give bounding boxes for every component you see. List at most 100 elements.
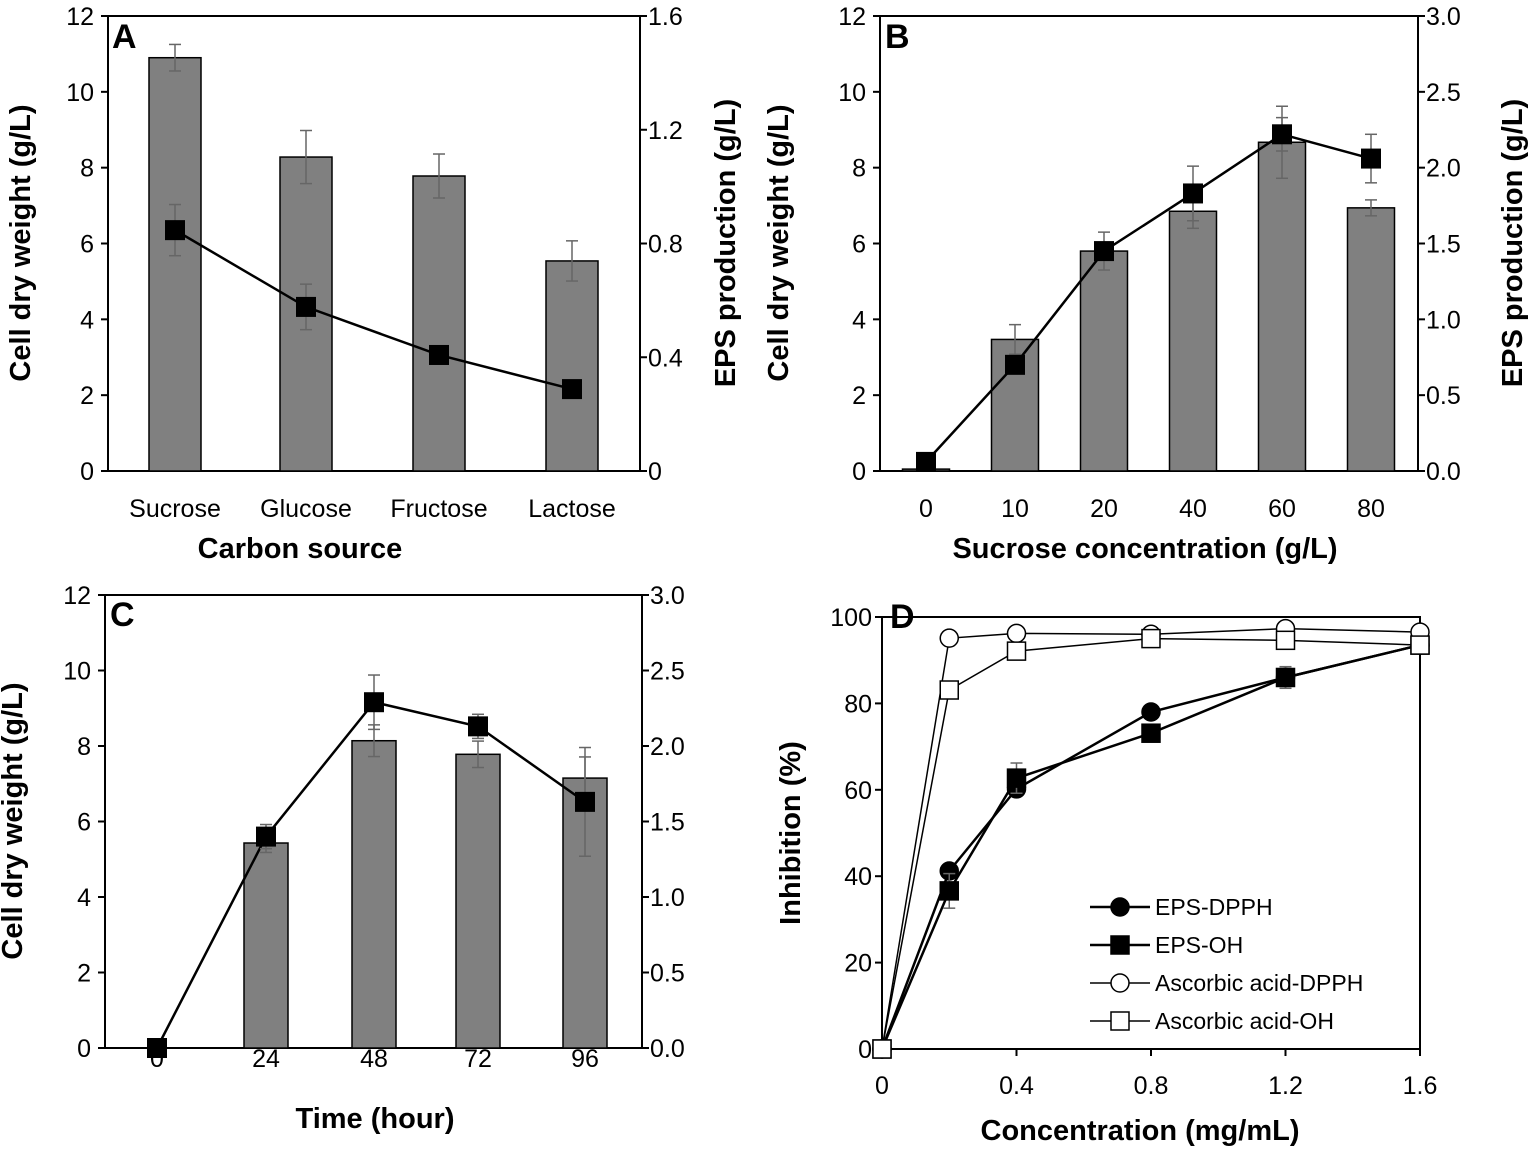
y-axis-label: Cell dry weight (g/L)	[0, 682, 29, 959]
x-tick-label: Glucose	[260, 495, 352, 523]
x-tick-label: Sucrose	[129, 495, 221, 523]
panel-label: D	[890, 598, 915, 636]
x-axis-label: Time (hour)	[296, 1103, 455, 1135]
eps-marker	[296, 296, 316, 317]
series-line	[881, 637, 1421, 1050]
y-tick-label: 4	[852, 306, 866, 334]
data-point	[872, 1039, 892, 1059]
eps-line	[925, 132, 1372, 463]
panel-label: B	[885, 18, 910, 56]
y-axis-label: Cell dry weight (g/L)	[5, 104, 37, 381]
y2-tick-label: 0.8	[648, 231, 683, 259]
x-tick-label: Fructose	[390, 495, 487, 523]
x-tick-label: 48	[360, 1045, 388, 1073]
y-tick-label: 8	[852, 155, 866, 183]
y2-axis-label: EPS production (g/L)	[710, 99, 742, 387]
data-point	[1141, 628, 1161, 649]
x-tick-label: 40	[1179, 495, 1207, 523]
eps-marker	[256, 826, 276, 847]
y2-tick-label: 1.0	[650, 884, 685, 912]
eps-marker	[147, 1038, 167, 1058]
x-tick-label: 0.4	[999, 1072, 1034, 1100]
data-point	[1141, 723, 1161, 743]
plot-frame	[879, 15, 1419, 472]
y-tick-label: 2	[77, 960, 91, 988]
series-line	[880, 643, 1421, 1050]
legend-marker	[1110, 897, 1130, 917]
x-tick-label: 20	[1090, 495, 1118, 523]
y-axis-label: Inhibition (%)	[775, 741, 807, 925]
y-tick-label: 0	[858, 1036, 872, 1064]
legend-marker	[1110, 1011, 1130, 1031]
legend-item: EPS-DPPH	[1090, 894, 1273, 920]
y-tick-label: 0	[852, 458, 866, 486]
y-tick-label: 4	[77, 884, 91, 912]
y2-tick-label: 0.0	[650, 1035, 685, 1063]
legend-item: Ascorbic acid-OH	[1090, 1008, 1334, 1034]
bar	[545, 260, 599, 472]
eps-marker	[429, 344, 449, 365]
eps-marker	[1005, 354, 1025, 375]
y-tick-label: 80	[844, 690, 872, 718]
legend-label: EPS-OH	[1155, 932, 1243, 958]
y2-tick-label: 2.5	[1426, 79, 1461, 107]
y-tick-label: 6	[80, 231, 94, 259]
legend-label: EPS-DPPH	[1155, 894, 1273, 920]
x-tick-label: 80	[1357, 495, 1385, 523]
y2-tick-label: 2.0	[1426, 155, 1461, 183]
y2-tick-label: 0.5	[650, 960, 685, 988]
x-tick-label: 60	[1268, 495, 1296, 523]
x-tick-label: 72	[464, 1045, 492, 1073]
eps-marker	[1183, 183, 1203, 204]
y-tick-label: 8	[77, 733, 91, 761]
y-axis-label: Cell dry weight (g/L)	[763, 104, 795, 381]
legend-item: Ascorbic acid-DPPH	[1090, 970, 1363, 996]
y-tick-label: 0	[80, 458, 94, 486]
data-point	[1275, 630, 1296, 651]
y-tick-label: 6	[77, 809, 91, 837]
y-tick-label: 8	[80, 155, 94, 183]
eps-marker	[364, 692, 384, 713]
x-axis-label: Carbon source	[198, 533, 403, 565]
x-tick-label: 0	[875, 1072, 889, 1100]
data-point	[939, 628, 959, 648]
y2-tick-label: 0.5	[1426, 382, 1461, 410]
bar	[1079, 250, 1129, 472]
y-tick-label: 2	[80, 382, 94, 410]
y-tick-label: 2	[852, 382, 866, 410]
eps-marker	[916, 451, 936, 472]
eps-marker	[1094, 241, 1114, 262]
x-axis-label: Concentration (mg/mL)	[981, 1115, 1300, 1147]
legend-label: Ascorbic acid-OH	[1155, 1008, 1334, 1034]
y-tick-label: 40	[844, 863, 872, 891]
bar	[1346, 207, 1396, 472]
bar	[1257, 141, 1307, 472]
legend-marker	[1110, 935, 1130, 955]
data-point	[1006, 768, 1027, 788]
panel-a: 0 2 4 6 8 10 12 A Carbon source Cell dry weight (…	[5, 3, 742, 565]
y-tick-label: 20	[844, 950, 872, 978]
x-tick-label: 1.2	[1268, 1072, 1303, 1100]
series-ascorbic-acid-oh	[872, 628, 1430, 1059]
y2-tick-label: 1.5	[1426, 231, 1461, 259]
y-tick-label: 10	[63, 658, 91, 686]
eps-line	[174, 229, 573, 391]
y-tick-label: 12	[63, 582, 91, 610]
data-point	[1006, 641, 1027, 661]
panel-b: 0 2 4 6 8 10 12 B Sucrose concentration (g/L) Cel…	[763, 3, 1529, 565]
y2-axis-label: EPS production (g/L)	[1497, 99, 1529, 387]
x-axis-label: Sucrose concentration (g/L)	[952, 533, 1337, 565]
data-point	[1275, 667, 1296, 688]
eps-marker	[1272, 124, 1292, 145]
bar	[148, 56, 202, 472]
x-tick-label: Lactose	[528, 495, 616, 523]
y2-tick-label: 0.4	[648, 344, 683, 372]
y2-tick-label: 1.0	[1426, 306, 1461, 334]
bar	[455, 753, 501, 1049]
y2-tick-label: 0.0	[1426, 458, 1461, 486]
y-tick-label: 100	[830, 604, 872, 632]
legend-label: Ascorbic acid-DPPH	[1155, 970, 1363, 996]
x-tick-label: 96	[571, 1045, 599, 1073]
bar	[412, 175, 466, 472]
